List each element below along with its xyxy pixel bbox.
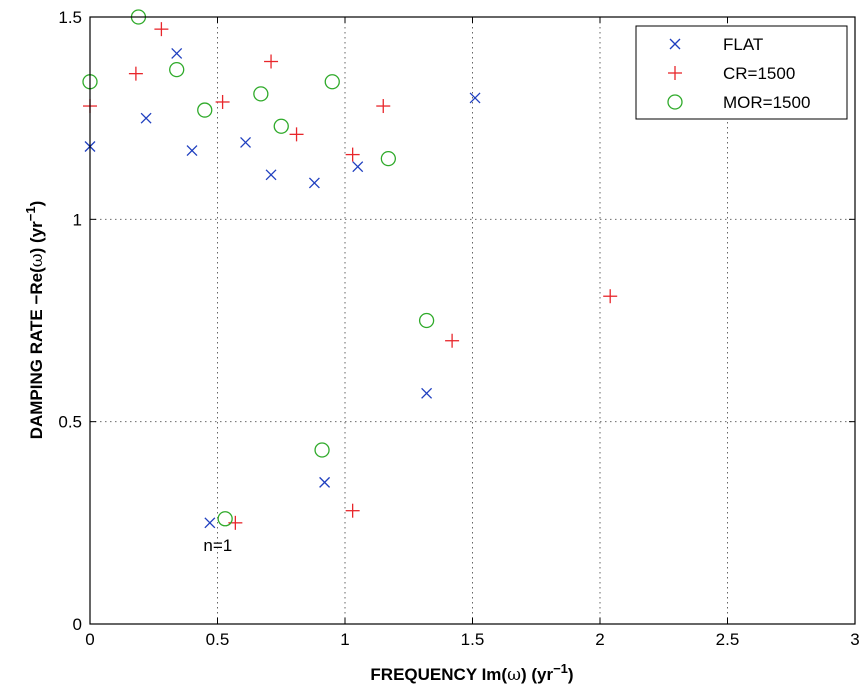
point-flat [421,387,433,399]
point-flat [171,47,183,59]
point-cr-1500 [128,66,143,81]
legend-marker [667,94,683,110]
y-axis-label-main: DAMPING RATE −Re( [27,267,46,439]
x-axis-label-exp: −1 [553,661,568,676]
point-flat [204,517,216,529]
point-mor-1500 [253,86,269,102]
y-tick-label: 0.5 [58,413,82,432]
x-axis-label-close: ) [568,665,574,684]
y-tick-label: 1 [73,210,82,229]
x-tick-label: 1 [340,630,349,649]
point-mor-1500 [197,102,213,118]
legend-label: MOR=1500 [723,93,810,112]
point-mor-1500 [217,511,233,527]
y-axis-label: DAMPING RATE −Re(ω) (yr−1) [23,201,48,440]
x-tick-label: 1.5 [461,630,485,649]
y-tick-label: 0 [73,615,82,634]
point-flat [140,112,152,124]
point-cr-1500 [345,503,360,518]
legend-label: CR=1500 [723,64,795,83]
x-axis-label-omega: ω [507,665,521,685]
point-flat [308,177,320,189]
point-mor-1500 [169,61,185,78]
axis-ticks: 0 0.5 1 1.5 2 2.5 3 0 0.5 1 1.5 [58,8,859,649]
point-mor-1500 [314,442,330,458]
point-flat [186,145,198,156]
legend-label: FLAT [723,35,763,54]
point-cr-1500 [154,22,169,37]
y-axis-label-exp: −1 [23,206,38,221]
plot-frame [89,16,856,625]
point-flat [469,92,481,104]
point-mor-1500 [324,74,340,90]
point-cr-1500 [345,147,360,162]
point-mor-1500 [380,150,397,167]
x-axis-label-main: FREQUENCY Im( [370,665,507,684]
legend-marker [669,38,681,50]
point-flat [265,169,277,181]
x-tick-label: 0.5 [206,630,230,649]
x-tick-label: 2.5 [716,630,740,649]
point-flat [240,136,252,148]
x-tick-label: 0 [85,630,94,649]
x-axis-label-tail: ) (yr [521,665,554,684]
legend: FLAT CR=1500 MOR=1500 [635,25,848,120]
y-axis-label-omega: ω [27,253,47,267]
point-cr-1500 [603,289,618,304]
point-mor-1500 [418,312,435,329]
x-tick-label: 3 [850,630,859,649]
legend-marker [668,66,682,80]
point-cr-1500 [289,127,304,142]
point-cr-1500 [264,54,279,69]
y-axis-label-close: ) [27,201,46,207]
y-tick-label: 1.5 [58,8,82,27]
x-axis-label: FREQUENCY Im(ω) (yr−1) [370,661,573,686]
y-axis-label-tail: ) (yr [27,221,46,254]
point-cr-1500 [445,333,460,348]
x-tick-label: 2 [595,630,604,649]
point-mor-1500 [273,118,289,134]
annotations: n=1 [203,536,232,555]
point-cr-1500 [215,94,230,109]
point-cr-1500 [376,99,391,114]
annotation-label: n=1 [203,536,232,555]
point-flat [352,161,364,173]
point-flat [319,476,331,488]
